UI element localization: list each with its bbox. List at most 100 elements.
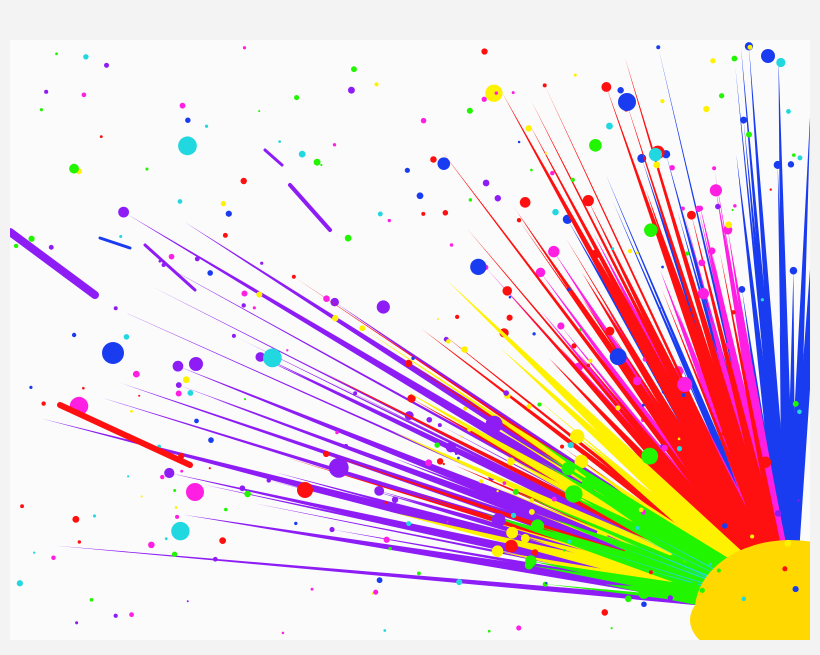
paint-dot: [485, 84, 503, 102]
magenta-streak: [727, 230, 789, 564]
paint-dot: [494, 91, 499, 95]
purple-droplet: [329, 526, 335, 533]
paint-dot: [138, 394, 141, 397]
paint-dot: [776, 57, 786, 68]
paint-dot: [182, 376, 190, 384]
paint-dot: [627, 249, 633, 254]
blue-droplet: [797, 357, 802, 362]
paint-dot: [526, 403, 532, 409]
paint-dot: [566, 287, 571, 292]
paint-dot: [742, 420, 745, 424]
paint-dot: [175, 390, 182, 397]
red-streak: [507, 290, 768, 584]
paint-dot: [661, 265, 664, 269]
paint-dot: [784, 539, 792, 547]
paint-dot: [731, 208, 734, 212]
purple-droplet: [330, 297, 339, 307]
paint-dot: [72, 515, 80, 523]
paint-dot: [731, 55, 738, 62]
paint-dot: [691, 580, 699, 588]
red-droplet: [560, 444, 565, 449]
paint-blot: [102, 342, 124, 364]
magenta-droplet: [712, 166, 717, 171]
red-droplet: [721, 430, 728, 437]
paint-dot: [478, 483, 483, 488]
purple-droplet: [113, 306, 118, 311]
green-droplet: [512, 488, 519, 495]
paint-dot: [29, 385, 33, 389]
red-streak: [579, 353, 780, 596]
paint-dot: [504, 539, 518, 553]
paint-dot: [48, 244, 54, 250]
paint-dot: [219, 537, 227, 544]
magenta-droplet: [548, 245, 560, 258]
paint-dot: [204, 124, 209, 128]
paint-dot: [436, 318, 439, 321]
paint-dot: [20, 504, 24, 509]
paint-dot: [677, 437, 681, 441]
paint-stroke: [143, 243, 197, 292]
paint-dot: [615, 405, 621, 411]
paint-dot: [550, 170, 555, 176]
paint-dot: [224, 507, 228, 512]
paint-dot: [194, 418, 199, 424]
paint-dot: [638, 507, 644, 513]
paint-dot: [387, 218, 392, 223]
magenta-droplet: [557, 322, 565, 330]
paint-dot: [89, 597, 94, 602]
paint-dot: [606, 122, 613, 130]
red-droplet: [516, 218, 522, 223]
paint-dot: [573, 73, 577, 77]
paint-dot: [759, 456, 772, 468]
paint-dot: [635, 251, 639, 255]
paint-dot: [286, 349, 289, 352]
paint-stroke: [288, 183, 332, 232]
purple-droplet: [212, 556, 218, 562]
red-streak: [519, 220, 763, 568]
paint-dot: [658, 307, 661, 310]
green-droplet: [530, 519, 545, 533]
paint-dot: [173, 488, 177, 493]
yellow-droplet: [359, 325, 366, 332]
paint-dot: [787, 161, 795, 168]
paint-dot: [281, 631, 285, 635]
paint-dot: [485, 415, 503, 433]
paint-dot: [537, 402, 542, 407]
paint-dot: [175, 514, 180, 519]
paint-dot: [641, 447, 659, 465]
paint-dot: [185, 117, 191, 123]
paint-dot: [454, 451, 458, 455]
gold-core-blob: [690, 580, 810, 640]
paint-dot: [404, 167, 410, 173]
yellow-droplet: [570, 429, 585, 444]
paint-dot: [179, 102, 186, 109]
paint-blot: [186, 483, 204, 501]
paint-dot: [516, 625, 522, 631]
paint-dot: [468, 198, 473, 202]
paint-dot: [320, 163, 323, 167]
paint-stroke: [263, 148, 284, 167]
paint-dot: [180, 469, 184, 473]
red-streak: [625, 58, 781, 564]
paint-dot: [710, 58, 716, 64]
paint-dot: [208, 437, 214, 443]
paint-dot: [632, 376, 642, 386]
paint-dot: [725, 221, 733, 229]
paint-dot: [669, 164, 675, 171]
blue-droplet: [740, 116, 748, 124]
paint-dot: [82, 386, 85, 390]
paint-dot: [416, 192, 424, 200]
paint-dot: [750, 534, 755, 539]
paint-dot: [145, 167, 149, 171]
yellow-droplet: [520, 533, 530, 543]
paint-dot: [685, 251, 690, 256]
red-droplet: [591, 249, 601, 259]
red-streak: [320, 370, 739, 587]
paint-dot: [482, 179, 490, 187]
paint-dot: [252, 306, 256, 310]
paint-dot: [51, 555, 56, 560]
paint-dot: [171, 521, 190, 541]
red-streak: [626, 101, 789, 592]
purple-droplet: [266, 478, 272, 483]
paint-dot: [140, 495, 143, 498]
